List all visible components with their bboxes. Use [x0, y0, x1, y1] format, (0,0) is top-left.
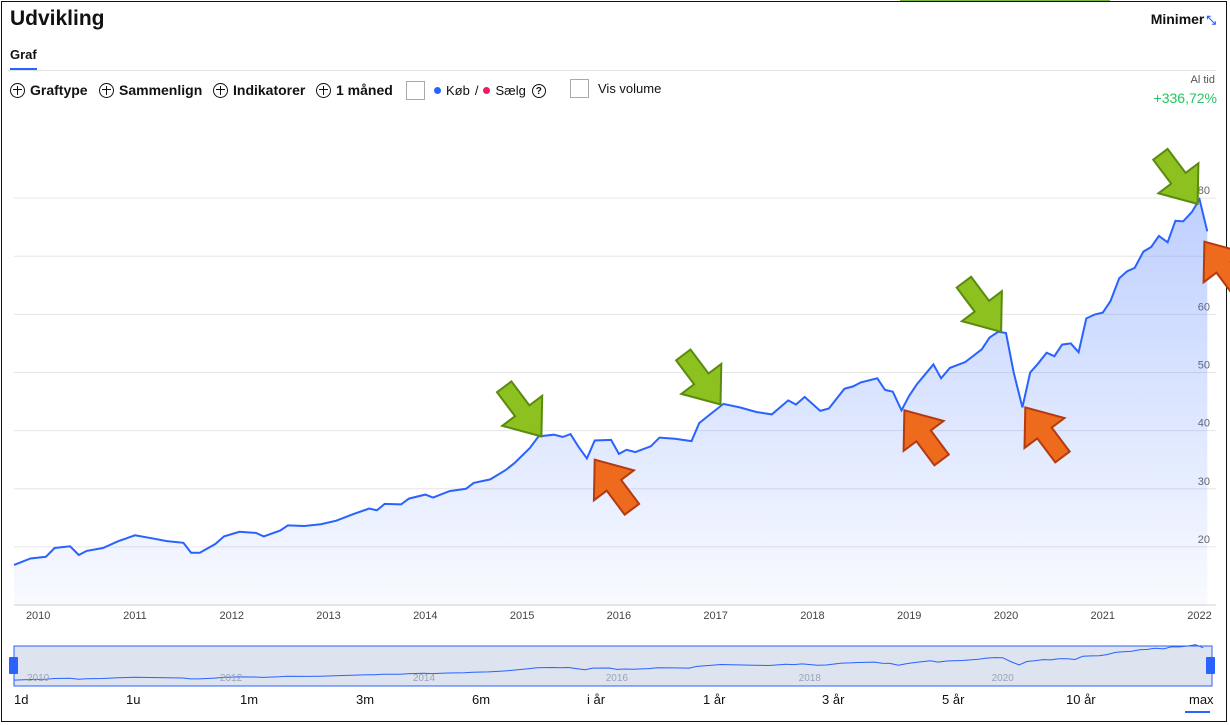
navigator-label: 2012	[220, 673, 243, 684]
tab-graf[interactable]: Graf	[10, 47, 37, 62]
x-tick-label: 2020	[994, 610, 1018, 622]
performance-value: +336,72%	[1153, 90, 1217, 106]
navigator-left-handle[interactable]	[9, 657, 18, 674]
x-tick-label: 2011	[123, 610, 147, 622]
orange-arrow-annotation	[1202, 240, 1230, 293]
navigator-label: 2014	[413, 673, 436, 684]
help-icon[interactable]: ?	[531, 83, 546, 98]
graph-type-button[interactable]: Graftype	[10, 82, 88, 98]
buy-dot-icon	[434, 87, 441, 94]
range-10-år[interactable]: 10 år	[1066, 692, 1096, 707]
buy-sell-checkbox[interactable]	[406, 81, 425, 100]
x-tick-label: 2021	[1091, 610, 1115, 622]
plus-circle-icon	[316, 82, 331, 98]
range-6m[interactable]: 6m	[472, 692, 491, 707]
navigator-window[interactable]	[13, 645, 1213, 687]
navigator-label: 2020	[992, 673, 1015, 684]
green-arrow-annotation	[495, 379, 544, 438]
x-tick-label: 2017	[703, 610, 727, 622]
green-arrow-annotation	[674, 348, 723, 406]
plus-circle-icon	[213, 82, 228, 98]
minimize-button[interactable]: Minimer ⤡	[1151, 11, 1216, 28]
orange-arrow-annotation	[902, 409, 951, 467]
range-1d[interactable]: 1d	[14, 692, 29, 707]
buy-sell-legend: Køb / Sælg ?	[434, 83, 546, 98]
separator: /	[474, 83, 479, 98]
minimize-label: Minimer	[1150, 11, 1205, 27]
x-tick-label: 2018	[800, 610, 824, 622]
indicators-label: Indikatorer	[233, 82, 306, 98]
interval-button[interactable]: 1 måned	[316, 82, 393, 98]
x-tick-label: 2019	[897, 610, 921, 622]
navigator-label: 2018	[799, 673, 822, 684]
green-arrow-annotation	[955, 275, 1003, 334]
navigator-right-handle[interactable]	[1206, 657, 1215, 674]
x-tick-label: 2016	[607, 610, 631, 622]
range-i-år[interactable]: i år	[587, 692, 606, 707]
panel-title: Udvikling	[10, 7, 105, 30]
range-3m[interactable]: 3m	[356, 692, 375, 707]
x-tick-label: 2014	[413, 610, 437, 622]
buy-label: Køb	[446, 83, 470, 98]
range-3-år[interactable]: 3 år	[822, 692, 845, 707]
indicators-button[interactable]: Indikatorer	[213, 82, 305, 98]
range-navigator[interactable]: 2010 2012 2014 2016 2018 2020	[9, 644, 1215, 687]
range-max[interactable]: max	[1189, 692, 1214, 707]
range-1u[interactable]: 1u	[126, 692, 141, 707]
orange-arrow-annotation	[1023, 406, 1072, 464]
interval-label: 1 måned	[336, 82, 393, 98]
period-label: Al tid	[1190, 74, 1215, 86]
navigator-label: 2010	[27, 673, 50, 684]
plus-circle-icon	[10, 82, 25, 98]
price-line	[13, 196, 1209, 566]
range-5-år[interactable]: 5 år	[942, 692, 965, 707]
x-tick-label: 2015	[510, 610, 534, 622]
x-tick-label: 2010	[26, 610, 50, 622]
x-tick-label: 2013	[316, 610, 340, 622]
collapse-arrows-icon: ⤡	[1206, 13, 1216, 27]
volume-checkbox[interactable]	[570, 79, 589, 98]
compare-label: Sammenlign	[119, 82, 203, 98]
volume-label: Vis volume	[598, 81, 662, 96]
compare-button[interactable]: Sammenlign	[99, 82, 202, 98]
orange-arrow-annotation	[592, 458, 641, 517]
sell-label: Sælg	[495, 83, 526, 98]
range-1m[interactable]: 1m	[240, 692, 259, 707]
sell-dot-icon	[483, 87, 491, 94]
tab-active-indicator	[10, 68, 37, 70]
y-tick-label: 80	[1198, 185, 1210, 197]
x-tick-label: 2022	[1187, 610, 1211, 622]
green-arrow-annotation	[1151, 147, 1200, 206]
price-area	[14, 199, 1208, 606]
x-tick-label: 2012	[220, 610, 244, 622]
active-range-indicator	[1185, 711, 1210, 713]
range-1-år[interactable]: 1 år	[703, 692, 726, 707]
tab-divider	[8, 70, 1216, 71]
graph-type-label: Graftype	[30, 82, 88, 98]
navigator-line	[13, 644, 1204, 681]
plus-circle-icon	[99, 82, 114, 98]
navigator-label: 2016	[606, 673, 629, 684]
